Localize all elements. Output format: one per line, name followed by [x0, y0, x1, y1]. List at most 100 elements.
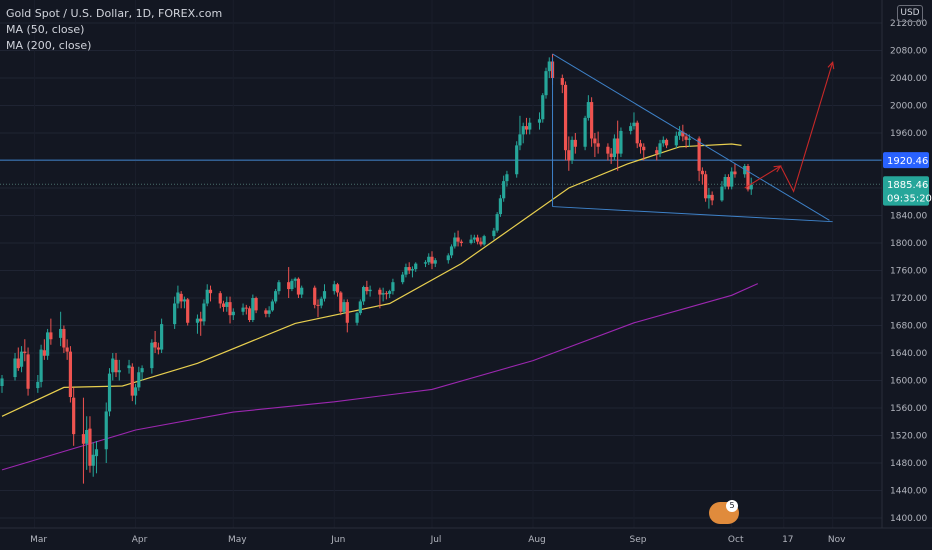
y-tick-label: 1680.00 [890, 322, 927, 332]
candle-body [274, 291, 278, 302]
candle-body [81, 434, 86, 444]
candle-body [85, 430, 89, 444]
candle-body [492, 230, 496, 237]
currency-button[interactable]: USD [897, 5, 923, 22]
y-tick-label: 1720.00 [890, 294, 927, 304]
candle-body [88, 428, 92, 466]
candle-body [723, 177, 727, 187]
price-tag-countdown [883, 189, 929, 206]
candle-body [49, 332, 53, 340]
price-tag-last [883, 176, 929, 193]
y-tick-label: 1840.00 [890, 212, 927, 222]
y-tick-label: 1640.00 [890, 349, 927, 359]
candle-body [130, 366, 134, 396]
candle-body [39, 349, 43, 382]
candle-body [743, 166, 747, 175]
candle-body [381, 293, 385, 295]
candle-body [313, 287, 317, 305]
candle-body [293, 278, 297, 281]
candle-body [563, 84, 568, 151]
y-tick-label: 2040.00 [890, 74, 927, 84]
candle-body [345, 302, 349, 323]
candle-body [433, 260, 437, 264]
candle-body [0, 378, 4, 386]
candle-body [322, 291, 327, 299]
candle-body [231, 311, 235, 316]
candle-body [133, 387, 138, 396]
candle-body [707, 194, 711, 199]
x-tick-label: Sep [629, 535, 646, 545]
y-tick-label: 1960.00 [890, 129, 927, 139]
candle-body [218, 293, 222, 304]
candle-body [495, 214, 499, 231]
candle-body [104, 411, 108, 450]
candle-body [681, 131, 685, 137]
candle-body [502, 181, 506, 199]
candle-body [730, 171, 734, 187]
candle-body [117, 370, 121, 373]
candle-body [567, 150, 571, 161]
candle-body [410, 269, 415, 271]
time-axis[interactable]: Mar Apr May Jun Jul Aug Sep Oct 17 Nov [0, 527, 932, 545]
candle-body [46, 332, 50, 356]
candle-body [127, 365, 131, 369]
candle-body [150, 342, 154, 369]
x-tick-label: 17 [782, 535, 793, 545]
candle-body [733, 171, 737, 175]
candle-body [378, 289, 382, 295]
candle-body [202, 303, 206, 322]
candle-body [661, 139, 665, 144]
candle-body [664, 139, 669, 146]
candle-body [746, 166, 750, 190]
candle-body [111, 358, 115, 373]
candle-body [368, 289, 372, 292]
candle-body [459, 241, 463, 243]
candle-body [606, 146, 610, 154]
y-tick-label: 2080.00 [890, 47, 927, 57]
ideas-badge-icon[interactable]: 5 [709, 500, 739, 524]
y-tick-label: 1760.00 [890, 267, 927, 277]
candle-body [300, 287, 304, 295]
ma200-path [1, 283, 759, 471]
candle-body [388, 291, 392, 294]
candle-body [107, 373, 112, 412]
candle-body [583, 117, 587, 147]
price-axis[interactable]: 2120.00 2080.00 2040.00 2000.00 1960.00 1920.… [881, 0, 927, 528]
ma200-legend[interactable]: MA (200, close) [6, 39, 92, 52]
candle-body [658, 143, 662, 154]
candle-body [720, 186, 724, 201]
price-tag-resistance [883, 152, 929, 169]
candle-body [570, 139, 574, 161]
candle-body [498, 198, 503, 215]
candle-body [612, 138, 617, 158]
candle-body [560, 78, 564, 85]
candle-body [36, 381, 40, 389]
candle-body [541, 95, 545, 120]
candle-body [264, 310, 268, 314]
candlesticks [0, 53, 753, 484]
candle-body [241, 307, 245, 312]
symbol-title[interactable]: Gold Spot / U.S. Dollar, 1D, FOREX.com [6, 7, 223, 20]
candle-body [251, 298, 255, 320]
candle-body [179, 293, 183, 302]
price-tags: 1920.46 1885.46 09:35:20 [883, 152, 932, 206]
candle-body [629, 126, 633, 131]
x-tick-label: May [228, 535, 247, 545]
candle-body [186, 299, 190, 323]
candle-body [547, 61, 551, 72]
candle-body [449, 246, 454, 256]
candle-body [446, 255, 450, 261]
candle-body [635, 122, 639, 144]
x-tick-label: Apr [132, 535, 148, 545]
candle-body [91, 454, 95, 466]
candle-body [524, 126, 529, 130]
candle-body [358, 301, 362, 314]
candle-body [596, 143, 600, 147]
candle-body [176, 292, 180, 304]
y-tick-label: 1400.00 [890, 514, 927, 524]
candle-body [287, 282, 291, 290]
ma50-legend[interactable]: MA (50, close) [6, 23, 85, 36]
candle-body [247, 308, 252, 320]
